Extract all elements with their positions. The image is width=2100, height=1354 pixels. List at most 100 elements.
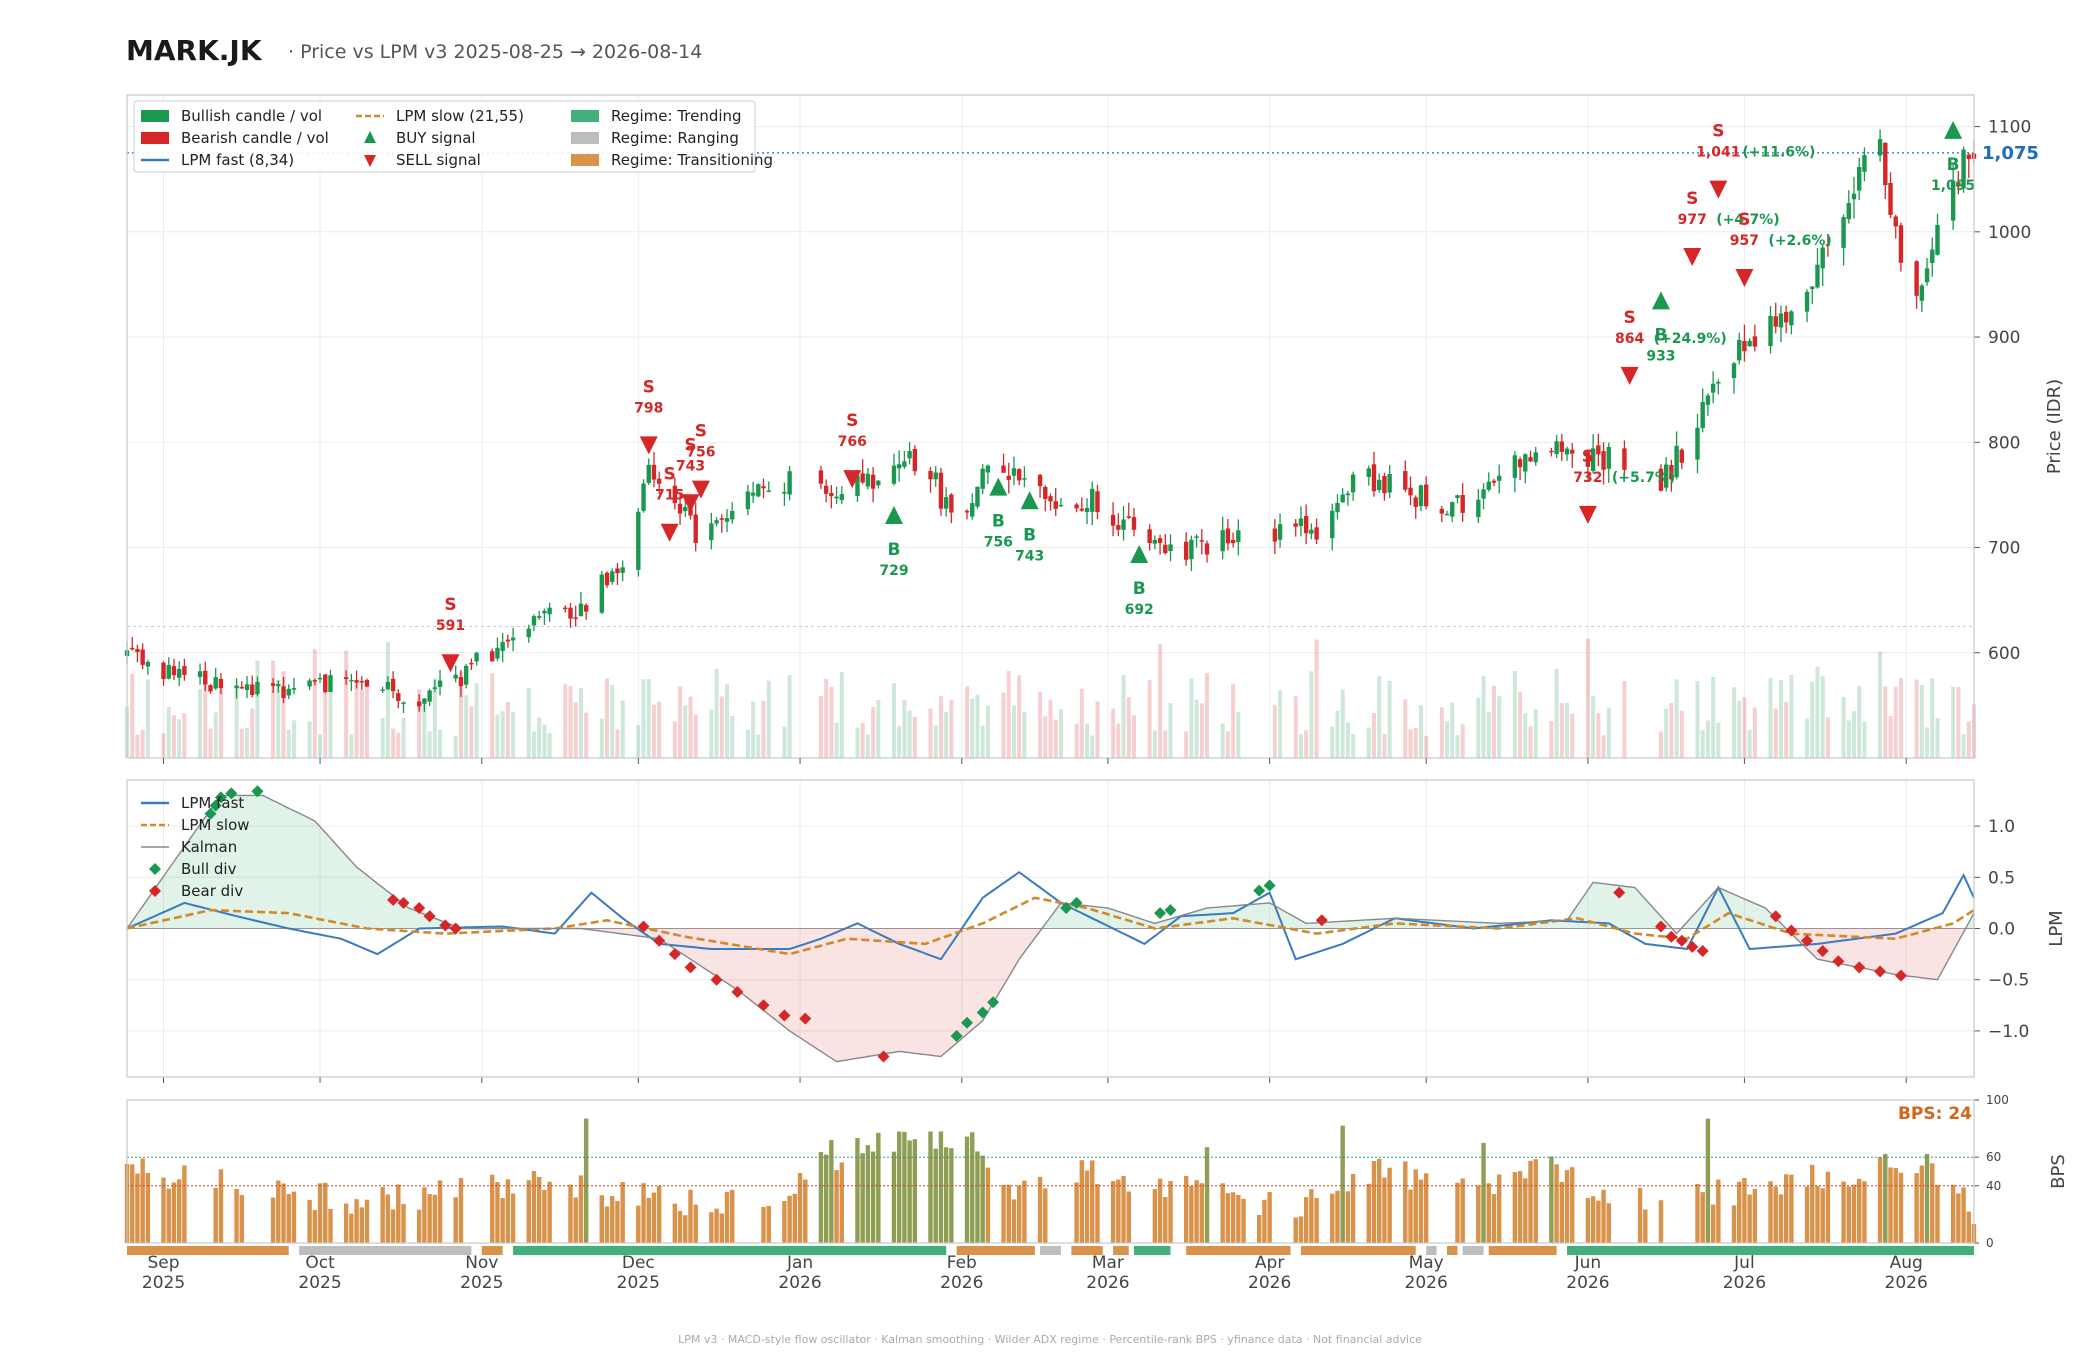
candle-body (1898, 225, 1904, 263)
bps-bar (604, 1206, 610, 1243)
candle-body (380, 689, 385, 691)
x-tick-year: 2026 (1086, 1273, 1129, 1293)
bps-bar (1418, 1179, 1424, 1243)
bear-divergence-marker (668, 948, 681, 961)
bear-divergence-marker (1832, 955, 1845, 968)
candle-body (203, 670, 208, 685)
bps-bar (1293, 1217, 1298, 1243)
bear-divergence-marker (1696, 945, 1709, 958)
candle-body (286, 688, 291, 696)
volume-bar (500, 711, 505, 758)
bear-divergence-marker (653, 934, 666, 947)
candle-body (542, 610, 547, 614)
bps-bar (719, 1213, 724, 1243)
bps-bar (928, 1131, 933, 1243)
candle-body (182, 666, 187, 675)
volume-bar (1810, 681, 1815, 758)
bps-bar (970, 1132, 975, 1243)
bps-bar (1423, 1173, 1429, 1243)
candle-body (766, 490, 771, 492)
buy-signal-marker (989, 477, 1008, 496)
volume-bar (1591, 696, 1596, 758)
bps-bar (907, 1140, 912, 1243)
kalman-positive-fill (127, 795, 1974, 929)
bps-bar (641, 1183, 646, 1243)
bps-bar (1919, 1165, 1925, 1243)
bps-bar (1752, 1188, 1758, 1243)
sell-signal-marker (843, 470, 862, 489)
volume-bar (145, 679, 150, 758)
volume-bar (161, 733, 166, 758)
candle-body (270, 683, 276, 686)
volume-bar (1371, 713, 1376, 758)
candle-body (1189, 539, 1194, 560)
bps-bar (343, 1203, 349, 1243)
volume-bar (719, 696, 724, 758)
candle-body (683, 506, 688, 512)
volume-bar (725, 684, 730, 758)
candle-body (510, 637, 516, 641)
bull-divergence-marker (225, 787, 238, 800)
candle-body (1924, 268, 1930, 283)
candle-body (500, 641, 505, 651)
volume-bar (907, 710, 912, 758)
candle-body (145, 661, 151, 667)
bear-divergence-marker (877, 1050, 890, 1063)
volume-bar (1455, 735, 1460, 758)
candle-body (1053, 501, 1058, 509)
price-panel: 600700800900100011001,075S591S798S715S74… (124, 95, 2065, 758)
candle-body (437, 680, 443, 687)
volume-bar (1476, 697, 1481, 758)
candle-body (1606, 446, 1611, 469)
candle-body (1382, 476, 1387, 494)
sell-signal-label: S (695, 422, 707, 442)
candle-body (693, 514, 698, 543)
volume-bar (568, 686, 573, 758)
volume-bar (1815, 666, 1820, 758)
bps-bar (943, 1147, 949, 1243)
candle-body (1752, 336, 1758, 347)
candle-body (1742, 340, 1747, 352)
legend-label: SELL signal (396, 151, 481, 169)
bps-bar (359, 1207, 364, 1243)
bps-bar (510, 1193, 516, 1243)
bps-bar (364, 1199, 370, 1243)
candle-body (1418, 485, 1424, 506)
volume-bar (672, 721, 677, 758)
volume-bar (646, 679, 651, 758)
kalman-negative-fill (127, 928, 1974, 1062)
candle-body (1559, 441, 1565, 452)
candle-body (1716, 381, 1721, 384)
volume-bar (1898, 677, 1903, 758)
volume-bar (1674, 679, 1679, 758)
candle-body (1663, 464, 1669, 488)
bps-bar (453, 1197, 458, 1243)
volume-bar (385, 642, 390, 758)
volume-bar (782, 726, 787, 758)
bps-bar (1476, 1185, 1481, 1243)
x-tick-month: Jun (1574, 1253, 1602, 1273)
bps-bar (834, 1170, 839, 1243)
candle-body (1303, 515, 1309, 534)
candle-body (1387, 473, 1392, 493)
candle-body (750, 492, 756, 496)
bear-divergence-marker (710, 973, 723, 986)
bps-bar (176, 1179, 182, 1243)
bear-divergence-marker (1894, 969, 1907, 982)
bull-divergence-marker (209, 799, 222, 812)
chart-subtitle: · Price vs LPM v3 2025-08-25 → 2026-08-1… (288, 41, 702, 63)
candle-body (176, 668, 182, 678)
candle-body (1590, 448, 1596, 472)
volume-bar (417, 689, 422, 758)
bps-bar (1528, 1160, 1533, 1243)
bps-bar (1742, 1178, 1747, 1243)
bear-divergence-marker (1315, 914, 1328, 927)
bps-bar (140, 1158, 145, 1243)
volume-bar (1131, 715, 1136, 758)
bps-bar (677, 1210, 683, 1243)
bps-bar (855, 1138, 860, 1243)
candle-body (677, 503, 683, 514)
x-tick-month: Aug (1890, 1253, 1923, 1273)
candle-body (1658, 468, 1664, 491)
bps-bar (182, 1165, 187, 1243)
